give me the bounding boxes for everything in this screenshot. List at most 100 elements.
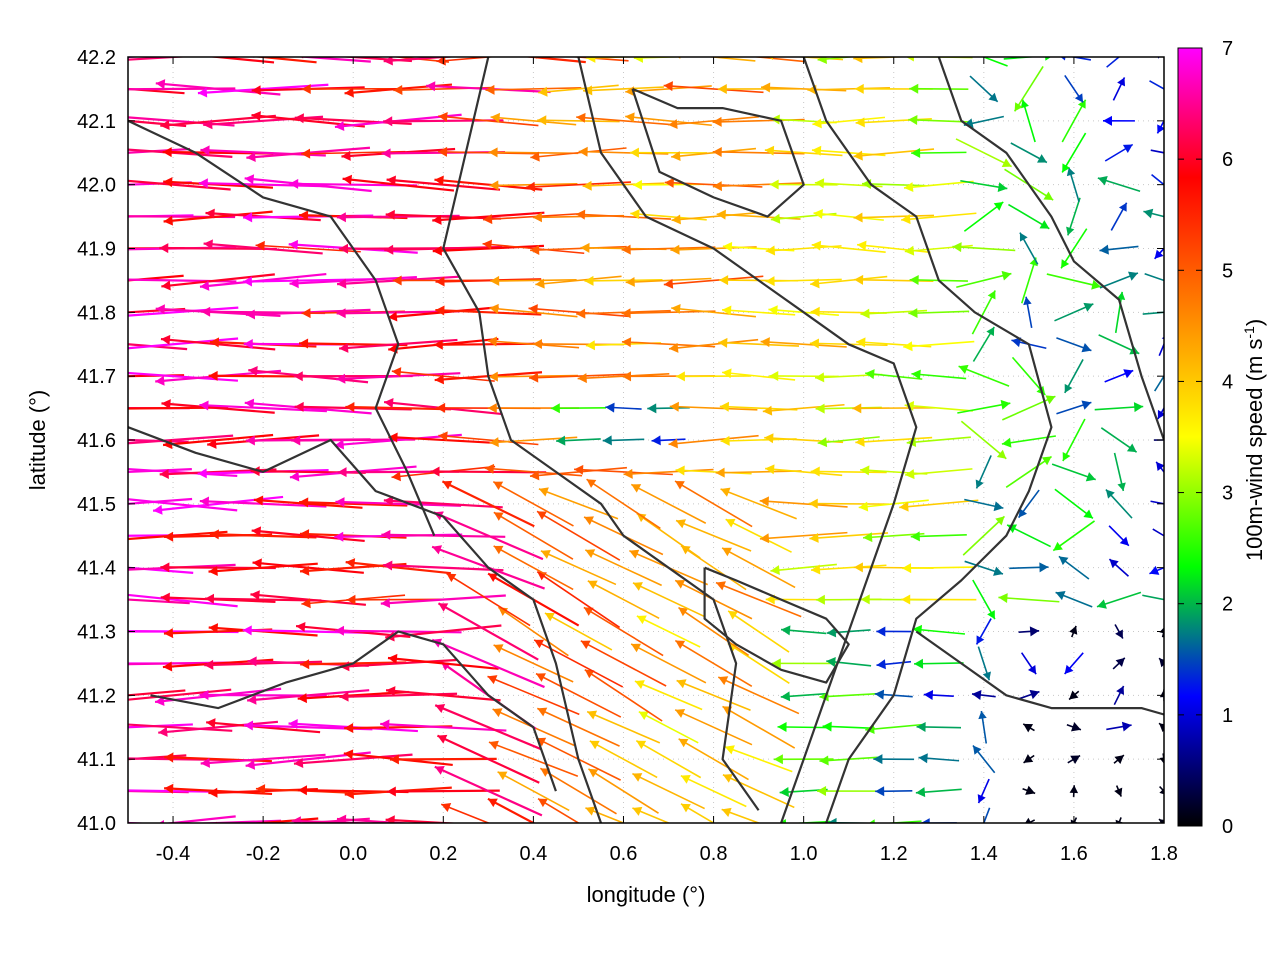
wind-vector-head [716, 581, 726, 591]
wind-vector-head [1097, 175, 1108, 186]
wind-vector-head [996, 449, 1007, 459]
wind-vector [759, 499, 848, 508]
wind-vector-head [1083, 302, 1094, 312]
y-tick-label: 41.8 [77, 302, 116, 324]
wind-vector-head [296, 621, 306, 632]
wind-vector-head [586, 479, 597, 488]
wind-vector [1027, 819, 1036, 823]
wind-vector-head [856, 337, 866, 348]
wind-vector-head [631, 643, 642, 653]
wind-vector-head [252, 558, 262, 569]
wind-vector-head [334, 625, 345, 636]
wind-vector [668, 434, 759, 446]
wind-vector [853, 214, 934, 219]
wind-vector-head [675, 579, 686, 589]
wind-vector [724, 745, 793, 773]
wind-vector-head [337, 467, 347, 478]
wind-vector [340, 658, 457, 668]
wind-vector-head [160, 120, 170, 131]
wind-vector-head [759, 496, 770, 507]
wind-vector [718, 341, 800, 347]
wind-vector-head [289, 471, 300, 482]
wind-vector [788, 820, 831, 823]
wind-vector [1151, 174, 1164, 186]
wind-vector-head [339, 342, 349, 353]
wind-vector-head [580, 242, 590, 253]
wind-vector-head [383, 560, 393, 571]
wind-vector [1152, 528, 1164, 537]
wind-vector [209, 533, 317, 539]
wind-vector-head [631, 484, 642, 493]
wind-vector-head [1023, 754, 1034, 763]
wind-vector [487, 797, 536, 823]
wind-vector [435, 308, 542, 316]
wind-vector-head [1159, 788, 1164, 795]
wind-vector-head [978, 710, 987, 720]
wind-vector [544, 612, 613, 651]
wind-vector-head [159, 243, 169, 254]
y-tick-label: 41.0 [77, 813, 116, 835]
wind-vector-head [817, 786, 827, 797]
wind-vector-head [765, 245, 776, 256]
wind-vector-head [963, 118, 974, 129]
wind-vector-head [199, 280, 210, 291]
wind-vector-head [487, 403, 497, 414]
wind-vector-head [1064, 383, 1073, 393]
wind-vector [589, 740, 658, 779]
wind-vector-head [492, 708, 503, 718]
terrain-contour [631, 87, 805, 218]
wind-vector-head [854, 274, 864, 285]
wind-vector [903, 340, 975, 348]
wind-vector-head [387, 653, 398, 664]
wind-vector-head [1109, 559, 1119, 569]
wind-vector-head [671, 214, 681, 225]
terrain-contour [802, 57, 1053, 823]
wind-vector-head [1133, 402, 1144, 413]
wind-vector-head [63, 531, 72, 541]
wind-vector-head [1099, 244, 1109, 255]
wind-vector [809, 532, 889, 540]
wind-vector-head [769, 371, 779, 382]
wind-vector [678, 738, 749, 781]
wind-vector [722, 309, 796, 316]
wind-vector [487, 675, 580, 716]
wind-vector-head [247, 694, 257, 705]
wind-vector-head [436, 402, 446, 413]
wind-vector-head [119, 534, 128, 544]
wind-vector-head [1119, 536, 1129, 546]
wind-vector-head [384, 244, 394, 255]
wind-vector [770, 118, 837, 124]
y-tick-label: 41.4 [77, 558, 116, 580]
wind-vector-head [532, 339, 542, 350]
wind-vector [910, 533, 967, 538]
wind-vector-head [204, 659, 214, 670]
wind-vector [632, 582, 705, 618]
wind-vector-head [217, 57, 219, 58]
wind-vector-head [537, 115, 547, 126]
wind-vector-head [876, 626, 886, 637]
x-tick-label: 0.4 [519, 843, 547, 865]
wind-vector-head [583, 85, 593, 96]
wind-vector-head [530, 151, 540, 162]
wind-vector-head [247, 656, 257, 667]
wind-vector-head [291, 816, 301, 823]
wind-vector-head [336, 308, 346, 319]
wind-vector-head [904, 245, 915, 256]
wind-vector [128, 274, 184, 282]
wind-vector [128, 306, 239, 317]
wind-vector [488, 741, 579, 777]
wind-vector-head [587, 710, 598, 720]
wind-vector [291, 819, 386, 823]
wind-vector-head [437, 734, 448, 744]
x-axis-ticks: -0.4 -0.2 0.0 0.2 0.4 0.6 0.8 1.0 1.2 1.4 1.6 1.8 [156, 57, 1178, 865]
colorbar-tick-label: 3 [1222, 483, 1233, 505]
wind-vector-head [159, 469, 169, 480]
wind-vector [164, 787, 273, 796]
wind-vector-head [438, 431, 448, 442]
wind-vector-head [109, 463, 118, 473]
wind-vector-head [855, 117, 865, 128]
wind-vector-head [487, 798, 498, 808]
wind-vector [435, 278, 542, 283]
wind-vector-head [585, 549, 596, 558]
wind-vector-head [532, 212, 542, 223]
